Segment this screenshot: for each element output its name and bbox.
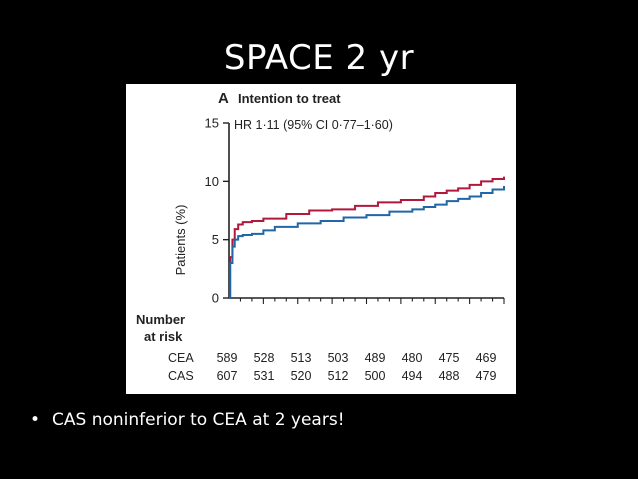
km-chart: A Intention to treat HR 1·11 (95% CI 0·7… [136,90,505,383]
series-line-cea [229,176,505,299]
risk-value: 480 [402,351,423,365]
chart-annotation: HR 1·11 (95% CI 0·77–1·60) [234,118,393,132]
km-figure: A Intention to treat HR 1·11 (95% CI 0·7… [126,84,516,394]
risk-row-label: CAS [168,369,194,383]
risk-value: 512 [328,369,349,383]
chart-title: Intention to treat [238,91,341,106]
bullet-dot-icon: • [30,410,41,430]
risk-value: 469 [476,351,497,365]
risk-header-line2: at risk [144,329,183,344]
panel-label: A [218,90,229,107]
risk-value: 489 [365,351,386,365]
bullet-text: CAS noninferior to CEA at 2 years! [52,410,345,430]
risk-value: 528 [254,351,275,365]
y-axis-label: Patients (%) [173,205,188,276]
risk-value: 607 [217,369,238,383]
y-tick-label: 10 [205,174,219,189]
risk-header-line1: Number [136,312,185,327]
risk-value: 494 [402,369,423,383]
risk-value: 513 [291,351,312,365]
risk-value: 520 [291,369,312,383]
bullet-item: • CAS noninferior to CEA at 2 years! [30,410,345,430]
axes: 0 5 10 15 [205,116,505,306]
risk-value: 503 [328,351,349,365]
slide-title: SPACE 2 yr [223,38,415,78]
risk-value: 479 [476,369,497,383]
risk-value: 589 [217,351,238,365]
y-tick-label: 5 [212,232,219,247]
series-line-cas [229,186,505,299]
y-tick-label: 15 [205,116,219,131]
risk-table: CEA 589 528 513 503 489 480 475 469 CAS 607 531 520 5… [168,351,496,383]
risk-value: 488 [439,369,460,383]
risk-value: 531 [254,369,275,383]
risk-row-label: CEA [168,351,194,365]
y-tick-label: 0 [212,291,219,306]
risk-value: 500 [365,369,386,383]
series-group [229,176,505,299]
risk-value: 475 [439,351,460,365]
